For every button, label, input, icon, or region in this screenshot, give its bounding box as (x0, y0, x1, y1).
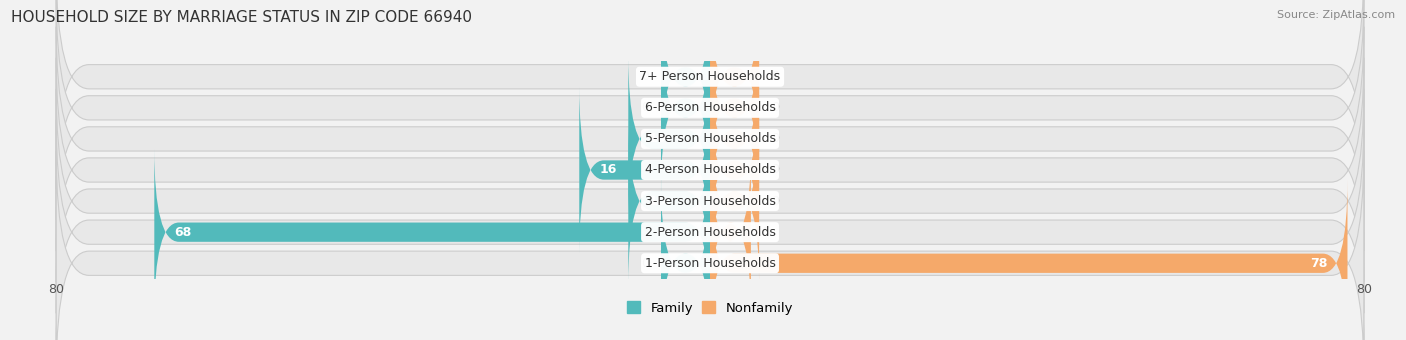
Text: 68: 68 (174, 226, 193, 239)
Text: 7+ Person Households: 7+ Person Households (640, 70, 780, 83)
Text: 0: 0 (641, 257, 648, 270)
Text: 5-Person Households: 5-Person Households (644, 132, 776, 146)
Text: 1-Person Households: 1-Person Households (644, 257, 776, 270)
Text: 4-Person Households: 4-Person Households (644, 164, 776, 176)
FancyBboxPatch shape (628, 117, 710, 285)
FancyBboxPatch shape (56, 58, 1364, 282)
Text: HOUSEHOLD SIZE BY MARRIAGE STATUS IN ZIP CODE 66940: HOUSEHOLD SIZE BY MARRIAGE STATUS IN ZIP… (11, 10, 472, 25)
FancyBboxPatch shape (56, 89, 1364, 313)
FancyBboxPatch shape (710, 117, 759, 285)
Legend: Family, Nonfamily: Family, Nonfamily (621, 296, 799, 320)
FancyBboxPatch shape (56, 0, 1364, 220)
Text: 78: 78 (1309, 257, 1327, 270)
Text: 6-Person Households: 6-Person Households (644, 101, 776, 114)
Text: 16: 16 (600, 164, 617, 176)
Text: Source: ZipAtlas.com: Source: ZipAtlas.com (1277, 10, 1395, 20)
Text: 0: 0 (772, 164, 779, 176)
FancyBboxPatch shape (710, 86, 759, 254)
Text: 3-Person Households: 3-Person Households (644, 194, 776, 208)
FancyBboxPatch shape (661, 0, 710, 160)
FancyBboxPatch shape (579, 86, 710, 254)
Text: 0: 0 (772, 101, 779, 114)
FancyBboxPatch shape (56, 27, 1364, 251)
FancyBboxPatch shape (710, 55, 759, 223)
Text: 10: 10 (648, 194, 666, 208)
FancyBboxPatch shape (710, 180, 1347, 340)
FancyBboxPatch shape (155, 149, 710, 316)
FancyBboxPatch shape (56, 0, 1364, 189)
Text: 0: 0 (641, 101, 648, 114)
FancyBboxPatch shape (661, 24, 710, 191)
FancyBboxPatch shape (710, 24, 759, 191)
Text: 0: 0 (772, 70, 779, 83)
FancyBboxPatch shape (56, 120, 1364, 340)
Text: 0: 0 (641, 70, 648, 83)
Text: 0: 0 (772, 132, 779, 146)
Text: 10: 10 (648, 132, 666, 146)
FancyBboxPatch shape (628, 55, 710, 223)
Text: 5: 5 (763, 226, 770, 239)
Text: 0: 0 (772, 194, 779, 208)
Text: 2-Person Households: 2-Person Households (644, 226, 776, 239)
FancyBboxPatch shape (56, 151, 1364, 340)
FancyBboxPatch shape (710, 0, 759, 160)
FancyBboxPatch shape (710, 149, 751, 316)
FancyBboxPatch shape (661, 180, 710, 340)
